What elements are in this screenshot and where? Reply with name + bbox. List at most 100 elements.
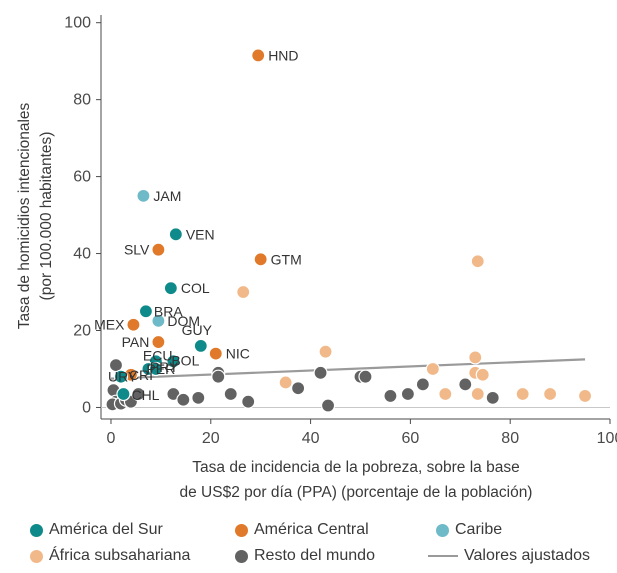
fit-line-layer [110,358,586,380]
x-axis-title-line2: de US$2 por día (PPA) (porcentaje de la … [180,484,533,501]
point-resto_del_mundo-17 [320,398,336,413]
point-label-col: COL [181,280,210,296]
legend-item-america-del-sur: América del Sur [30,521,163,539]
data-points-layer [105,48,593,413]
point-caribe-dom [151,313,166,328]
legend-label-resto-del-mundo: Resto del mundo [254,547,375,564]
point-caribe-jam [136,188,151,203]
point-africa_subsahariana-4 [425,361,440,377]
chart-legend: América del Sur América Central Caribe Á… [30,521,617,573]
point-africa_subsahariana-10 [515,386,530,402]
x-axis-title-line1: Tasa de incidencia de la pobreza, sobre … [192,459,519,476]
y-axis-title-line1: Tasa de homicidios intencionales [16,102,33,329]
point-label-chl: CHL [131,387,159,403]
point-america_central-gtm [253,252,268,267]
y-tick-label-0: 0 [82,399,91,416]
legend-swatch-africa-subsahariana [30,549,43,563]
x-tick-label-80: 80 [501,430,519,447]
point-resto_del_mundo-14 [241,394,256,409]
point-label-nic: NIC [226,346,250,362]
point-america_central-slv [151,242,166,257]
point-label-mex: MEX [94,317,125,333]
point-america_del_sur-ury [113,369,129,384]
point-america_del_sur-bra [138,304,154,319]
point-label-slv: SLV [124,242,150,258]
x-tick-label-100: 100 [597,430,617,447]
legend-swatch-valores-ajustados [428,555,458,557]
point-resto_del_mundo-21 [400,386,415,402]
point-resto_del_mundo-20 [383,388,398,404]
scatter-chart: 0 20 40 60 80 100 0 20 40 60 80 100 JAM DOM HND SLV GTM… [16,15,617,501]
y-tick-label-20: 20 [73,323,91,340]
legend-item-caribe: Caribe [436,521,502,539]
point-america_del_sur-guy [193,338,208,353]
point-africa_subsahariana-11 [543,386,558,402]
point-label-gtm: GTM [271,251,302,267]
legend-row-1: América del Sur América Central Caribe [30,521,617,547]
point-label-jam: JAM [153,188,181,204]
point-label-hnd: HND [268,47,298,63]
point-america_del_sur-bol [166,354,181,369]
point-resto_del_mundo-7 [131,386,146,402]
y-tick-label-100: 100 [64,15,91,32]
point-label-ecu: ECU [143,347,173,363]
point-africa_subsahariana-7 [278,375,293,390]
point-africa_subsahariana-6 [475,367,490,382]
point-america_del_sur-chl [116,386,131,402]
legend-label-america-del-sur: América del Sur [49,521,163,538]
point-resto_del_mundo-12 [211,369,226,384]
chart-axes: 0 20 40 60 80 100 0 20 40 60 80 100 [64,15,617,447]
y-axis-title-line2: (por 100.000 habitantes) [38,132,55,301]
legend-label-america-central: América Central [254,521,369,538]
point-resto_del_mundo-16 [313,365,328,380]
point-label-guy: GUY [182,322,213,338]
point-label-bol: BOL [171,352,199,368]
point-africa_subsahariana-12 [577,388,593,404]
point-resto_del_mundo-10 [191,390,206,405]
point-label-bra: BRA [154,303,183,319]
point-label-per: PER [146,361,175,377]
legend-label-valores-ajustados: Valores ajustados [464,547,590,564]
point-america_del_sur-ven [168,227,183,242]
legend-swatch-caribe [436,523,449,537]
point-america_central-pan [151,334,166,350]
point-america_central-mex [126,317,141,332]
x-tick-label-20: 20 [202,430,220,447]
legend-swatch-america-central [235,523,248,537]
point-label-ven: VEN [186,226,215,242]
legend-item-america-central: América Central [235,521,369,539]
point-label-dom: DOM [167,313,200,329]
legend-item-resto-del-mundo: Resto del mundo [235,547,375,565]
point-label-cri: CRI [129,367,153,383]
point-label-pry: PRY [150,359,179,375]
x-tick-label-60: 60 [401,430,419,447]
legend-item-valores-ajustados: Valores ajustados [428,547,590,565]
point-resto_del_mundo-24 [485,390,500,405]
legend-swatch-resto-del-mundo [235,549,248,563]
point-america_central-nic [208,346,223,361]
point-america_del_sur-pry [148,361,163,377]
y-tick-label-40: 40 [73,246,91,263]
x-tick-label-40: 40 [302,430,320,447]
point-resto_del_mundo-23 [458,377,473,392]
point-africa_subsahariana-1 [236,284,251,300]
point-africa_subsahariana-0 [470,254,485,269]
point-africa_subsahariana-9 [470,386,485,402]
point-america_del_sur-col [163,281,178,296]
point-resto_del_mundo-19 [358,369,373,384]
legend-row-2: África subsahariana Resto del mundo Valo… [30,547,617,573]
legend-item-africa-subsahariana: África subsahariana [30,547,190,565]
legend-label-caribe: Caribe [455,521,503,538]
fit-line [110,358,586,380]
point-resto_del_mundo-13 [223,386,238,402]
point-africa_subsahariana-8 [438,386,453,402]
legend-swatch-america-del-sur [30,523,43,537]
point-resto_del_mundo-15 [291,381,306,396]
point-label-ury: URY [108,369,138,385]
point-africa_subsahariana-3 [468,350,483,365]
x-tick-label-0: 0 [107,430,116,447]
legend-label-africa-subsahariana: África subsahariana [49,547,191,564]
point-resto_del_mundo-9 [176,392,191,407]
y-tick-label-80: 80 [73,92,91,109]
